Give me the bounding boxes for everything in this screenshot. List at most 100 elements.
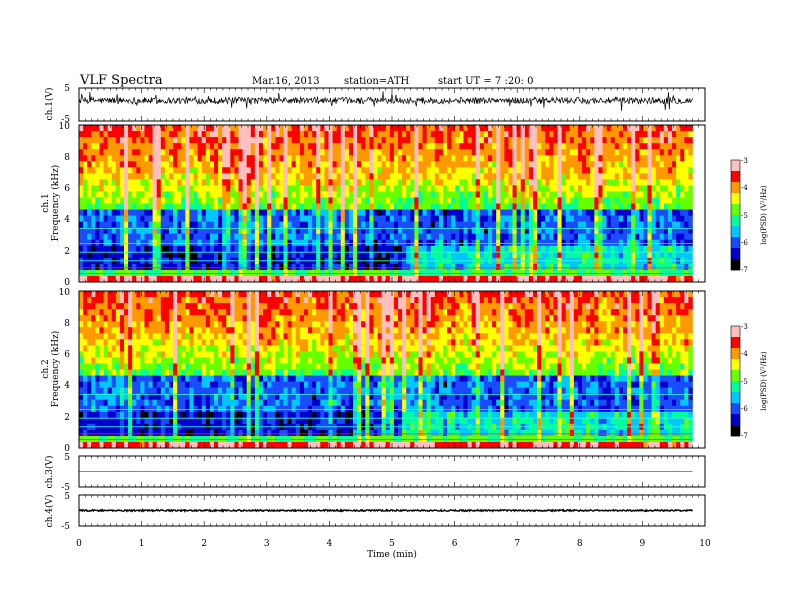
spectrogram-cell (492, 173, 497, 180)
spectrogram-cell (663, 173, 669, 180)
spectrogram-cell (246, 137, 252, 144)
spectrogram-cell (508, 137, 513, 144)
spectrogram-cell (475, 191, 481, 198)
spectrogram-cell (410, 275, 415, 283)
spectrogram-cell (418, 197, 423, 204)
spectrogram-cell (173, 131, 178, 138)
spectrogram-cell (258, 197, 264, 204)
spectrogram-cell (201, 161, 207, 168)
spectrogram-cell (91, 303, 96, 310)
spectrogram-cell (361, 215, 366, 222)
spectrogram-cell (590, 239, 595, 247)
spectrogram-cell (524, 125, 530, 132)
spectrogram-cell (492, 179, 497, 186)
spectrogram-cell (402, 143, 407, 150)
spectrogram-cell (258, 215, 264, 222)
spectrogram-cell (369, 137, 374, 144)
spectrogram-cell (140, 263, 145, 271)
spectrogram-cell (148, 155, 153, 162)
spectrogram-cell (590, 275, 595, 283)
spectrogram-cell (377, 245, 382, 253)
spectrogram-cell (107, 381, 113, 388)
spectrogram-cell (402, 137, 407, 144)
spectrogram-cell (655, 215, 661, 222)
spectrogram-cell (181, 167, 186, 174)
spectrogram-cell (95, 333, 100, 340)
spectrogram-cell (365, 125, 370, 132)
spectrogram-cell (316, 149, 321, 156)
spectrogram-cell (618, 137, 624, 144)
spectrogram-cell (672, 125, 677, 132)
spectrogram-cell (475, 215, 481, 222)
spectrogram-cell (606, 251, 611, 259)
spectrogram-cell (410, 143, 415, 150)
spectrogram-cell (532, 239, 538, 247)
spectrogram-cell (520, 221, 526, 228)
spectrogram-cell (565, 173, 571, 180)
spectrogram-cell (99, 191, 104, 198)
spectrogram-cell (181, 233, 186, 241)
spectrogram-cell (99, 125, 104, 132)
spectrogram-cell (95, 149, 100, 156)
spectrogram-cell (164, 143, 170, 150)
spectrogram-cell (230, 215, 235, 222)
spectrogram-cell (393, 149, 399, 156)
spectrogram-cell (164, 263, 170, 271)
spectrogram-cell (586, 155, 591, 162)
spectrogram-cell (197, 155, 202, 162)
spectrogram-cell (651, 149, 656, 156)
spectrogram-cell (312, 143, 317, 150)
spectrogram-cell (647, 209, 652, 216)
spectrogram-cell (103, 297, 108, 304)
spectrogram-cell (128, 393, 133, 400)
spectrogram-cell (618, 179, 624, 186)
spectrogram-cell (524, 233, 530, 241)
spectrogram-cell (410, 137, 415, 144)
spectrogram-cell (602, 191, 607, 198)
spectrogram-cell (91, 375, 96, 382)
spectrogram-cell (532, 251, 538, 259)
spectrogram-cell (299, 275, 305, 283)
spectrogram-cell (226, 245, 231, 253)
spectrogram-cell (160, 155, 166, 162)
spectrogram-cell (443, 245, 448, 253)
spectrogram-cell (242, 239, 247, 247)
spectrogram-cell (197, 215, 202, 222)
spectrogram-cell (132, 345, 137, 352)
spectrogram-cell (168, 167, 174, 174)
spectrogram-cell (148, 381, 153, 388)
spectrogram-cell (541, 149, 546, 156)
spectrogram-cell (389, 191, 395, 198)
spectrogram-cell (549, 125, 554, 132)
spectrogram-cell (275, 227, 280, 234)
spectrogram-cell (459, 245, 464, 253)
spectrogram-cell (213, 191, 219, 198)
spectrogram-cell (79, 309, 84, 316)
spectrogram-cell (549, 227, 554, 234)
spectrogram-cell (234, 227, 239, 234)
spectrogram-cell (577, 185, 583, 192)
spectrogram-cell (663, 167, 669, 174)
spectrogram-cell (635, 197, 640, 204)
spectrogram-cell (565, 137, 571, 144)
spectrogram-cell (532, 275, 538, 283)
spectrogram-cell (283, 275, 288, 283)
colorbar-cell (731, 190, 740, 194)
spectrogram-cell (160, 125, 166, 132)
spectrogram-cell (377, 155, 382, 162)
spectrogram-cell (381, 251, 387, 259)
spectrogram-cell (438, 173, 444, 180)
spectrogram-cell (279, 131, 284, 138)
spectrogram-cell (83, 333, 88, 340)
spectrogram-cell (389, 239, 395, 247)
spectrogram-cell (242, 149, 247, 156)
spectrogram-cell (393, 137, 399, 144)
spectrogram-cell (279, 179, 284, 186)
spectrogram-cell (618, 245, 624, 253)
spectrogram-cell (128, 215, 133, 222)
spectrogram-cell (132, 441, 137, 449)
spectrogram-cell (528, 161, 534, 168)
spectrogram-cell (635, 149, 640, 156)
spectrogram-cell (160, 405, 166, 413)
spectrogram-cell (193, 221, 198, 228)
